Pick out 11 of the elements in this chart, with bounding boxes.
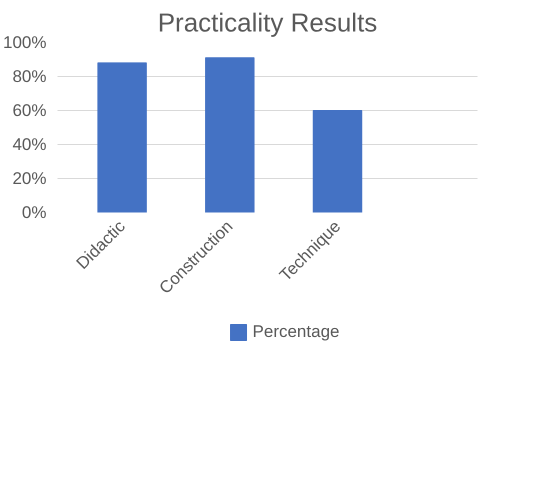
bar [97, 62, 147, 212]
y-tick-label: 40% [12, 135, 47, 154]
y-tick-label: 0% [22, 203, 47, 222]
y-tick-label: 100% [3, 33, 47, 52]
bar [205, 57, 255, 212]
y-tick-label: 80% [12, 67, 47, 86]
chart-title: Practicality Results [158, 8, 378, 38]
y-tick-label: 60% [12, 101, 47, 120]
bar [312, 110, 362, 212]
legend-label: Percentage [252, 322, 340, 342]
y-tick-label: 20% [12, 169, 47, 188]
